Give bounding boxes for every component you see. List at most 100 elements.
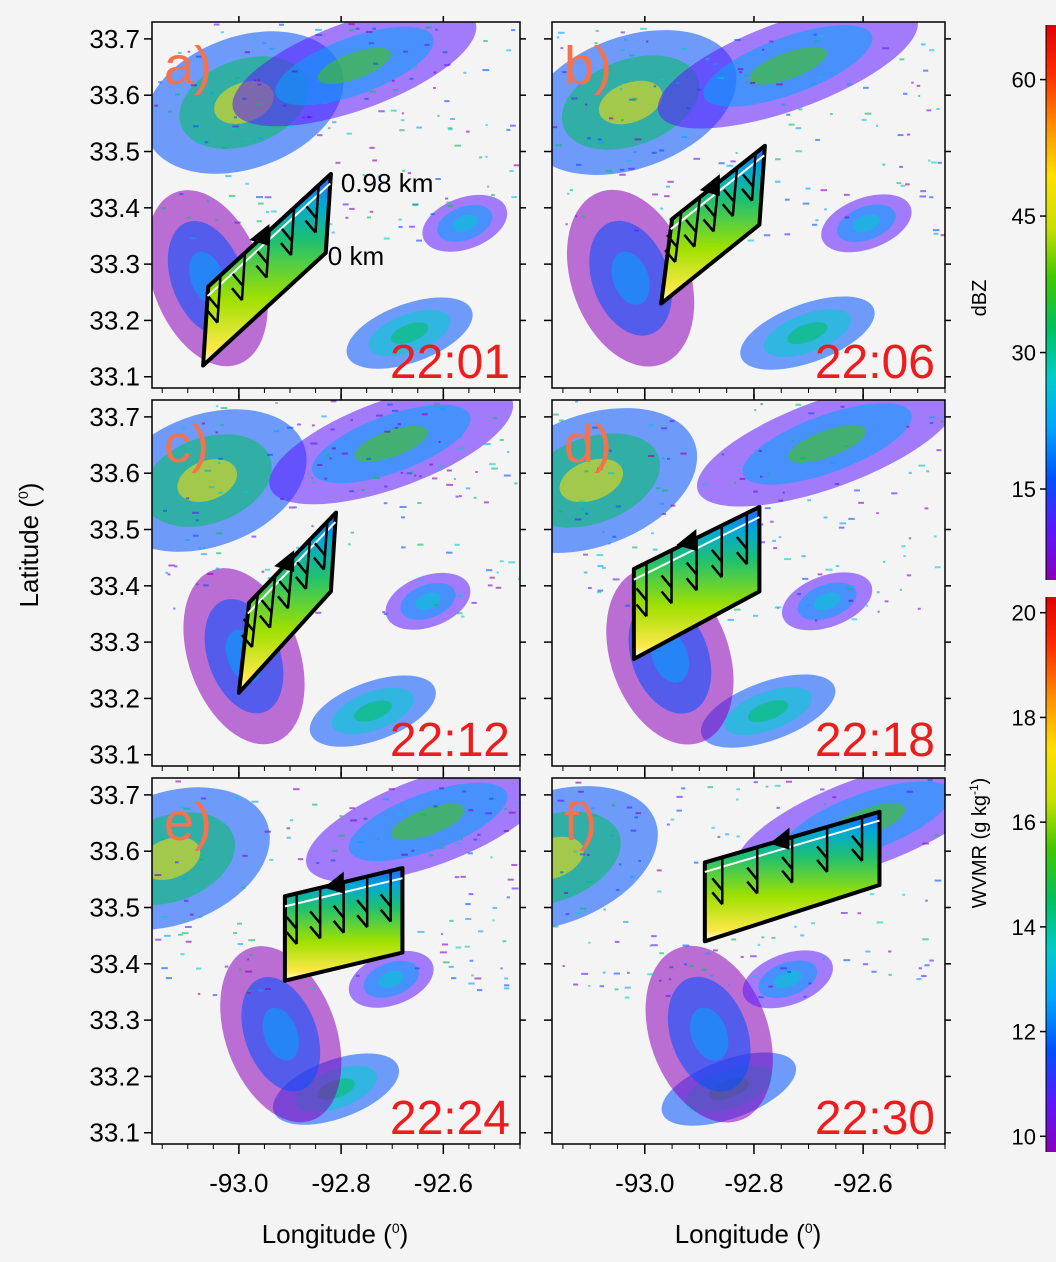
wind-barb-flag <box>742 173 755 188</box>
wind-barb-flag <box>379 908 392 923</box>
colorbar-wvmr-label: WVMR (g kg-1) <box>967 778 991 909</box>
y-tick-label: 33.7 <box>89 24 140 54</box>
x-tick-label: -93.0 <box>615 1168 674 1198</box>
motion-arrow <box>699 174 720 197</box>
wind-barb-flag <box>816 859 829 873</box>
wind-barb-flag <box>723 188 736 203</box>
y-tick-label: 33.4 <box>89 949 140 979</box>
colorbar-tick-label: 15 <box>1012 477 1036 502</box>
wind-barb-flag <box>711 877 724 892</box>
motion-arrow <box>249 223 270 246</box>
wind-barb-flag <box>816 845 829 860</box>
wind-barb-flag <box>304 219 317 234</box>
wind-barb-flag <box>206 309 219 324</box>
x-tick-label: -92.6 <box>833 1168 892 1198</box>
wind-barb-flag <box>746 866 759 881</box>
panel-frame <box>551 777 946 1145</box>
wind-barb-flag <box>230 287 243 301</box>
wind-barb-flag <box>309 910 322 925</box>
y-tick-label: 33.2 <box>89 1061 140 1091</box>
y-tick-label: 33.2 <box>89 305 140 335</box>
wind-barb-flag <box>781 869 794 884</box>
wind-barb-flag <box>256 250 269 265</box>
wind-barb <box>216 275 222 323</box>
wind-barb-flag <box>635 603 648 618</box>
colorbar-tick-label: 10 <box>1012 1124 1036 1149</box>
wind-barb-flag <box>851 835 863 849</box>
colorbar-tick-label: 12 <box>1012 1020 1036 1045</box>
wind-barb-flag <box>332 920 345 934</box>
wind-barb-flag <box>280 242 292 256</box>
y-tick-label: 33.7 <box>89 780 140 810</box>
y-tick-label: 33.6 <box>89 836 140 866</box>
wind-barb-flag <box>710 548 723 563</box>
wind-barb-flag <box>702 218 715 233</box>
wind-barb <box>314 185 320 233</box>
wind-barb-flag <box>309 925 322 940</box>
colorbar-tick-label: 30 <box>1012 341 1036 366</box>
panels-group: 0.98 km 0 km a) 22:01 33.1 33.2 33.3 33.4 33.5 33… <box>89 16 951 1198</box>
colorbar-tick-label: 14 <box>1012 915 1036 940</box>
y-tick-label: 33.4 <box>89 571 140 601</box>
y-axis-label: Latitude (0) <box>14 483 44 608</box>
wind-barb-flag <box>710 564 723 579</box>
y-tick-label: 33.4 <box>89 193 140 223</box>
y-tick-label: 33.1 <box>89 362 140 392</box>
wind-barb <box>250 593 260 648</box>
wind-barb <box>304 539 312 590</box>
colorbar-tick-label: 16 <box>1012 810 1036 835</box>
y-tick-label: 33.3 <box>89 249 140 279</box>
wind-barb-flag <box>735 536 748 550</box>
panel-a: 0.98 km 0 km a) 22:01 33.1 33.2 33.3 33.4 33.5 33… <box>89 16 526 398</box>
colorbar-dbz <box>1046 25 1056 580</box>
wind-barb-flag <box>278 580 291 594</box>
wind-barb-flag <box>285 916 298 930</box>
motion-arrow <box>769 827 790 850</box>
wind-barb-flag <box>711 891 724 906</box>
y-tick-label: 33.1 <box>89 740 140 770</box>
wind-barb-flag <box>735 551 748 565</box>
annotation-top-height: 0.98 km <box>341 168 434 198</box>
y-tick-label: 33.6 <box>89 458 140 488</box>
wind-barb-flag <box>313 542 326 557</box>
panel-frame <box>151 399 521 767</box>
y-tick-label: 33.1 <box>89 1118 140 1148</box>
colorbar-tick-label: 60 <box>1012 68 1036 93</box>
colorbar-dbz-label: dBZ <box>969 280 991 317</box>
motion-arrow <box>323 871 344 894</box>
annotation-bottom-height: 0 km <box>328 241 384 271</box>
reflectivity-field <box>152 400 520 747</box>
wind-barb-flag <box>664 249 677 263</box>
panel-letter: b) <box>564 36 612 96</box>
y-tick-label: 33.5 <box>89 893 140 923</box>
wind-barb-flag <box>666 234 678 248</box>
y-tick-label: 33.5 <box>89 137 140 167</box>
wind-barb-flag <box>683 233 696 248</box>
panel-frame <box>551 399 946 767</box>
wind-barb-flag <box>294 576 307 590</box>
wind-barb-flag <box>296 561 309 575</box>
wind-barb-flag <box>721 203 734 217</box>
wind-barb <box>731 167 739 217</box>
wind-barb <box>322 521 329 570</box>
panel-b: b) 22:06 <box>544 16 951 398</box>
panel-letter: f) <box>564 792 597 852</box>
y-tick-label: 33.7 <box>89 402 140 432</box>
wind-barb <box>750 153 757 201</box>
motion-arrow <box>676 529 697 552</box>
colorbar-tick-label: 18 <box>1012 705 1036 730</box>
wind-barb-flag <box>207 295 220 310</box>
wind-barb-flag <box>356 899 369 913</box>
wind-barb-flag <box>746 880 759 895</box>
panel-frame <box>551 21 946 389</box>
y-tick-label: 33.2 <box>89 683 140 713</box>
wind-barb-flag <box>259 614 271 629</box>
panel-letter: a) <box>164 36 212 96</box>
colorbar-tick-label: 45 <box>1012 204 1036 229</box>
x-axis-label-right: Longitude (0) <box>675 1219 822 1249</box>
y-tick-label: 33.5 <box>89 515 140 545</box>
wind-barb <box>673 211 683 263</box>
wind-barb-flag <box>685 219 697 233</box>
panel-letter: d) <box>564 414 612 474</box>
